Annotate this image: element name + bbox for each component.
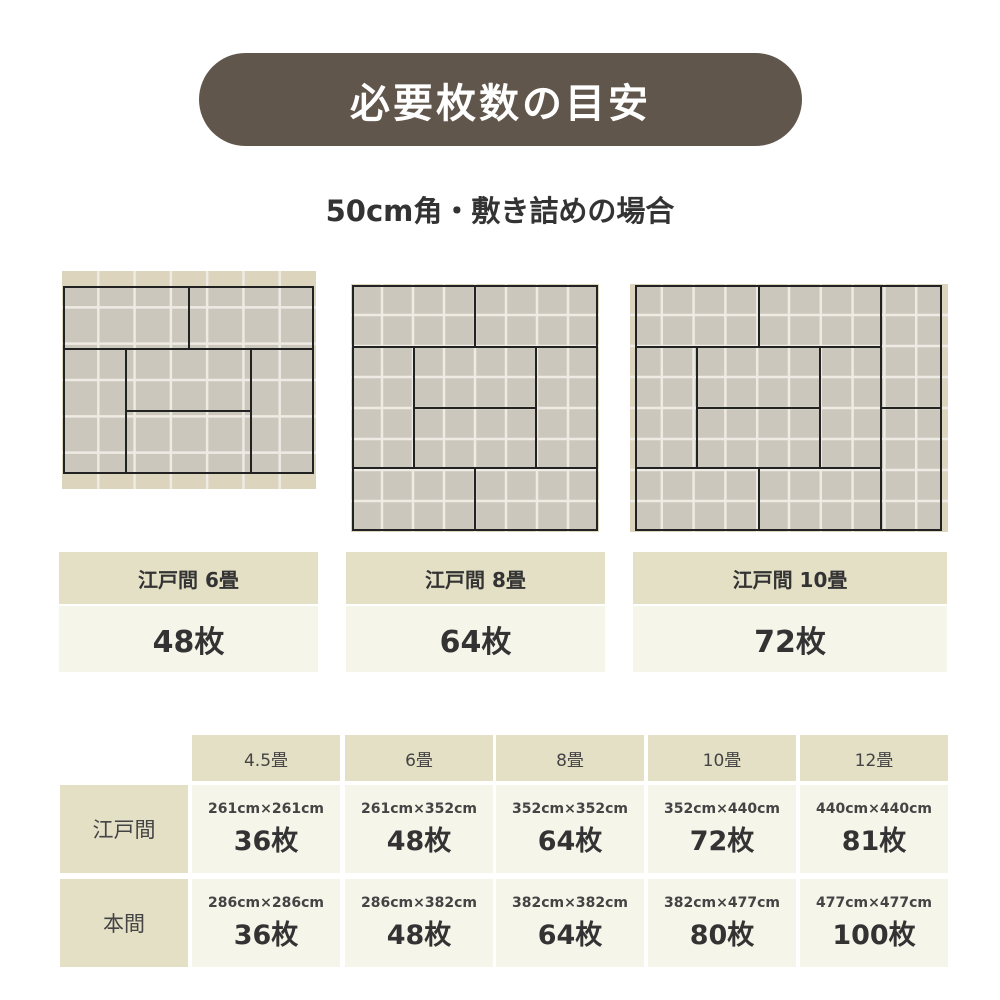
room-dimensions: 286cm×286cm (208, 894, 324, 911)
tile-count: 48枚 (386, 919, 452, 951)
column-header-label: 10畳 (702, 750, 742, 771)
column-header: 10畳 (648, 735, 796, 781)
title-banner: 必要枚数の目安 (199, 53, 802, 146)
row-header-label: 江戸間 (92, 818, 156, 842)
column-header-label: 6畳 (405, 750, 433, 771)
column-header-label: 8畳 (556, 750, 584, 771)
tile-count: 100枚 (832, 919, 916, 951)
tile-count: 48枚 (386, 825, 452, 857)
tile-count: 36枚 (233, 825, 299, 857)
table-cell: 352cm×352cm 64枚 (496, 785, 644, 873)
room-dimensions: 352cm×440cm (664, 800, 780, 817)
diagram-6jo (62, 271, 316, 489)
example-count-8jo: 64枚 (346, 606, 605, 672)
room-dimensions: 440cm×440cm (816, 800, 932, 817)
tile-count: 80枚 (689, 919, 755, 951)
table-cell: 261cm×352cm 48枚 (345, 785, 493, 873)
table-cell: 261cm×261cm 36枚 (192, 785, 340, 873)
room-dimensions: 352cm×352cm (512, 800, 628, 817)
column-header: 12畳 (800, 735, 948, 781)
row-header: 江戸間 (60, 785, 188, 873)
column-header: 6畳 (345, 735, 493, 781)
column-header-label: 12畳 (854, 750, 894, 771)
column-header: 4.5畳 (192, 735, 340, 781)
table-cell: 440cm×440cm 81枚 (800, 785, 948, 873)
table-cell: 477cm×477cm 100枚 (800, 879, 948, 967)
diagram-10jo (630, 284, 948, 532)
tile-count: 64枚 (537, 825, 603, 857)
room-dimensions: 477cm×477cm (816, 894, 932, 911)
table-cell: 286cm×382cm 48枚 (345, 879, 493, 967)
table-cell: 382cm×382cm 64枚 (496, 879, 644, 967)
tile-count: 81枚 (841, 825, 907, 857)
tile-count: 72枚 (689, 825, 755, 857)
example-label-10jo: 江戸間 10畳 (633, 552, 947, 604)
diagram-8jo (351, 284, 599, 532)
room-dimensions: 261cm×261cm (208, 800, 324, 817)
example-label-8jo: 江戸間 8畳 (346, 552, 605, 604)
room-dimensions: 261cm×352cm (361, 800, 477, 817)
example-count-10jo: 72枚 (633, 606, 947, 672)
room-dimensions: 286cm×382cm (361, 894, 477, 911)
tile-count: 36枚 (233, 919, 299, 951)
column-header: 8畳 (496, 735, 644, 781)
layout-diagrams (62, 271, 948, 532)
tile-count: 64枚 (537, 919, 603, 951)
example-label-6jo: 江戸間 6畳 (59, 552, 318, 604)
table-cell: 286cm×286cm 36枚 (192, 879, 340, 967)
room-dimensions: 382cm×477cm (664, 894, 780, 911)
column-header-label: 4.5畳 (243, 750, 289, 771)
room-dimensions: 382cm×382cm (512, 894, 628, 911)
subtitle: 50cm角・敷き詰めの場合 (325, 194, 675, 228)
example-count-6jo: 48枚 (59, 606, 318, 672)
row-header-label: 本間 (103, 912, 145, 936)
row-header: 本間 (60, 879, 188, 967)
table-cell: 382cm×477cm 80枚 (648, 879, 796, 967)
table-cell: 352cm×440cm 72枚 (648, 785, 796, 873)
